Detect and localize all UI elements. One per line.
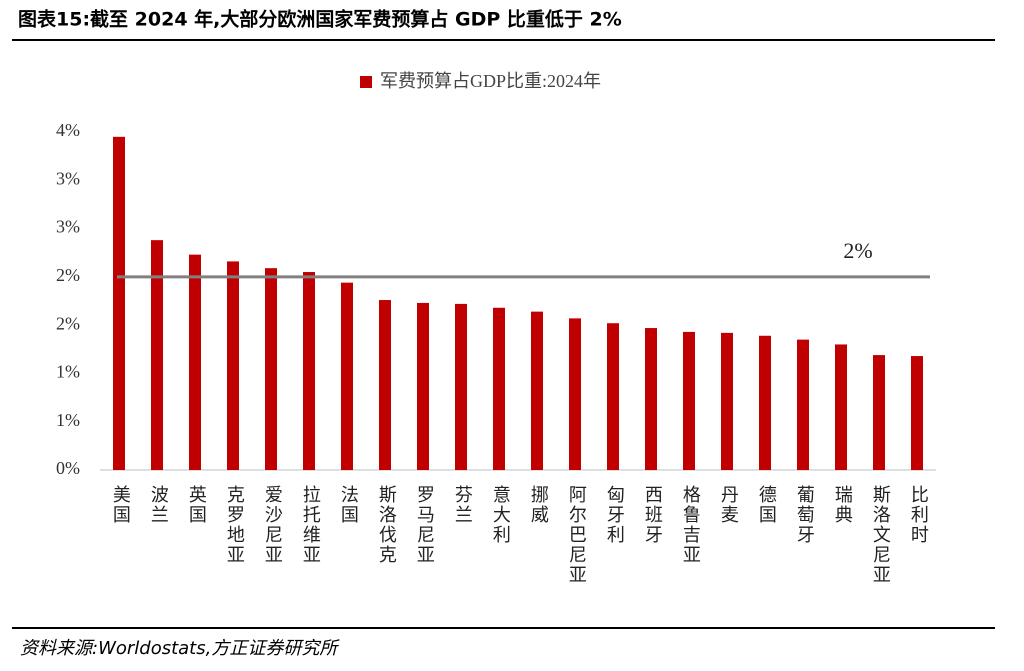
y-tick-label: 2% — [56, 265, 80, 285]
x-tick-label: 格鲁吉亚 — [681, 485, 701, 565]
x-tick-label: 波兰 — [149, 485, 169, 525]
bar — [683, 331, 695, 470]
y-tick-label: 3% — [56, 217, 80, 237]
bar — [455, 303, 467, 470]
x-tick-label: 斯洛伐克 — [377, 485, 397, 565]
y-tick-label: 1% — [56, 410, 80, 430]
x-tick-label: 阿尔巴尼亚 — [567, 485, 587, 585]
bar — [417, 302, 429, 470]
source: 资料来源:Worldostats,方正证券研究所 — [20, 638, 340, 659]
title: 图表15:截至 2024 年,大部分欧洲国家军费预算占 GDP 比重低于 2% — [18, 8, 622, 31]
x-tick-label: 比利时 — [909, 485, 929, 545]
bar — [531, 311, 543, 470]
x-tick-label: 意大利 — [491, 485, 511, 545]
reference-label: 2% — [843, 238, 872, 263]
x-tick-label: 爱沙尼亚 — [263, 485, 283, 565]
bar — [911, 356, 923, 470]
bar — [873, 355, 885, 470]
y-tick-label: 4% — [56, 120, 80, 140]
x-tick-label: 美国 — [111, 485, 131, 525]
y-tick-label: 0% — [56, 458, 80, 478]
bar — [113, 136, 125, 471]
x-tick-label: 西班牙 — [643, 485, 663, 545]
bar — [569, 318, 581, 470]
x-tick-label: 克罗地亚 — [225, 485, 245, 565]
y-tick-label: 3% — [56, 168, 80, 188]
x-tick-label: 德国 — [757, 485, 777, 525]
y-tick-label: 2% — [56, 313, 80, 333]
bar — [797, 339, 809, 470]
x-tick-label: 英国 — [187, 485, 207, 525]
x-tick-label: 挪威 — [529, 485, 549, 525]
bar — [835, 344, 847, 470]
y-tick-label: 1% — [56, 362, 80, 382]
x-tick-label: 丹麦 — [719, 485, 739, 525]
x-tick-label: 芬兰 — [453, 485, 473, 525]
x-tick-label: 斯洛文尼亚 — [871, 485, 891, 585]
bar — [493, 307, 505, 470]
bar — [189, 254, 201, 470]
x-tick-label: 匈牙利 — [605, 485, 625, 545]
x-tick-label: 瑞典 — [833, 485, 853, 525]
bar — [341, 282, 353, 470]
legend-swatch — [360, 76, 372, 88]
bar — [265, 268, 277, 470]
bar — [759, 335, 771, 470]
x-tick-label: 葡萄牙 — [795, 485, 815, 545]
bar — [227, 261, 239, 470]
x-tick-label: 罗马尼亚 — [415, 485, 435, 565]
x-tick-label: 拉托维亚 — [301, 485, 321, 565]
x-tick-label: 法国 — [339, 485, 359, 525]
bar — [379, 300, 391, 470]
bar — [645, 328, 657, 470]
bar — [721, 332, 733, 470]
bar — [151, 240, 163, 470]
bar — [607, 323, 619, 470]
bar — [303, 272, 315, 470]
legend-label: 军费预算占GDP比重:2024年 — [380, 71, 601, 91]
